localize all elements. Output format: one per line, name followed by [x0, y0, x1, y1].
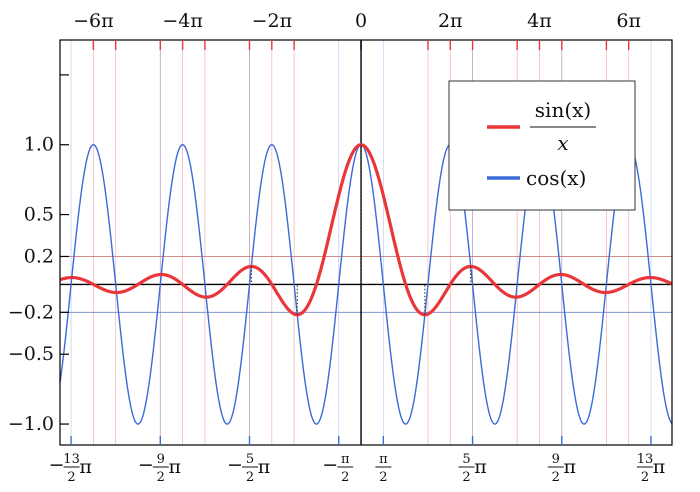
bottom-tick-sign-1: −: [138, 454, 154, 476]
dotted-markers: [250, 144, 472, 315]
bottom-tick-num-3: π: [341, 452, 350, 467]
y-tick-label-0: 1.0: [24, 134, 54, 156]
y-tick-label-3: −0.2: [8, 301, 54, 323]
top-tick-label-2: −2π: [252, 10, 293, 32]
bottom-tick-num-6: 9: [552, 452, 560, 467]
cos-curve: [59, 144, 673, 425]
top-tick-label-6: 6π: [616, 10, 641, 32]
bottom-tick-den-0: 2: [67, 470, 75, 485]
bottom-tick-label-2: −5 2 π: [227, 452, 270, 485]
bottom-tick-sign-2: −: [227, 454, 243, 476]
legend-label-sinc-denominator: x: [557, 131, 568, 155]
bottom-tick-den-6: 2: [552, 470, 560, 485]
top-tick-label-0: −6π: [73, 10, 114, 32]
bottom-tick-num-2: 5: [246, 452, 254, 467]
bottom-tick-label-0: −13 2 π: [49, 452, 92, 485]
tick-labels: −6π −4π −2π 0 2π 4π 6π1.00.50.2−0.2−0.5−1.0−13…: [8, 10, 665, 485]
y-tick-label-1: 0.5: [24, 204, 54, 226]
bottom-tick-sign-3: −: [322, 454, 338, 476]
plot-frame: [59, 39, 673, 446]
legend-label-cos: cos(x): [526, 166, 586, 190]
bottom-tick-den-5: 2: [462, 470, 470, 485]
bottom-tick-pi-0: π: [79, 456, 92, 478]
y-tick-label-2: 0.2: [24, 245, 54, 267]
bottom-tick-pi-7: π: [653, 456, 666, 478]
bottom-tick-den-4: 2: [379, 470, 387, 485]
legend-label-sinc-numerator: sin(x): [535, 98, 591, 122]
sinc-curve: [58, 143, 674, 317]
top-tick-label-1: −4π: [162, 10, 203, 32]
bottom-tick-den-1: 2: [157, 470, 165, 485]
bottom-tick-den-7: 2: [641, 470, 649, 485]
bottom-tick-label-7: 13 2 π: [637, 452, 666, 485]
bottom-tick-label-4: π2: [375, 452, 392, 485]
top-tick-label-4: 2π: [438, 10, 463, 32]
bottom-tick-label-5: 5 2 π: [458, 452, 487, 485]
bottom-tick-num-4: π: [379, 452, 388, 467]
bottom-tick-label-3: − π 2: [322, 452, 354, 485]
curves: [58, 143, 674, 425]
bottom-tick-pi-2: π: [258, 456, 271, 478]
bottom-tick-den-2: 2: [246, 470, 254, 485]
bottom-tick-num-0: 13: [63, 452, 80, 467]
axis-ticks: [60, 40, 652, 445]
bottom-tick-pi-1: π: [169, 456, 182, 478]
bottom-tick-num-5: 5: [462, 452, 470, 467]
legend-box: [448, 80, 636, 211]
y-tick-label-4: −0.5: [8, 343, 54, 365]
legend: sin(x) x cos(x): [448, 80, 636, 211]
bottom-tick-den-3: 2: [341, 470, 349, 485]
y-tick-label-5: −1.0: [8, 413, 54, 435]
bottom-tick-num-7: 13: [637, 452, 654, 467]
bottom-tick-sign-0: −: [49, 454, 65, 476]
bottom-tick-pi-6: π: [564, 456, 577, 478]
top-tick-label-3: 0: [355, 10, 367, 32]
top-tick-label-5: 4π: [527, 10, 552, 32]
bottom-tick-pi-5: π: [474, 456, 487, 478]
bottom-tick-label-6: 9 2 π: [547, 452, 577, 485]
bottom-tick-num-1: 9: [157, 452, 165, 467]
bottom-tick-label-1: −9 2 π: [138, 452, 181, 485]
